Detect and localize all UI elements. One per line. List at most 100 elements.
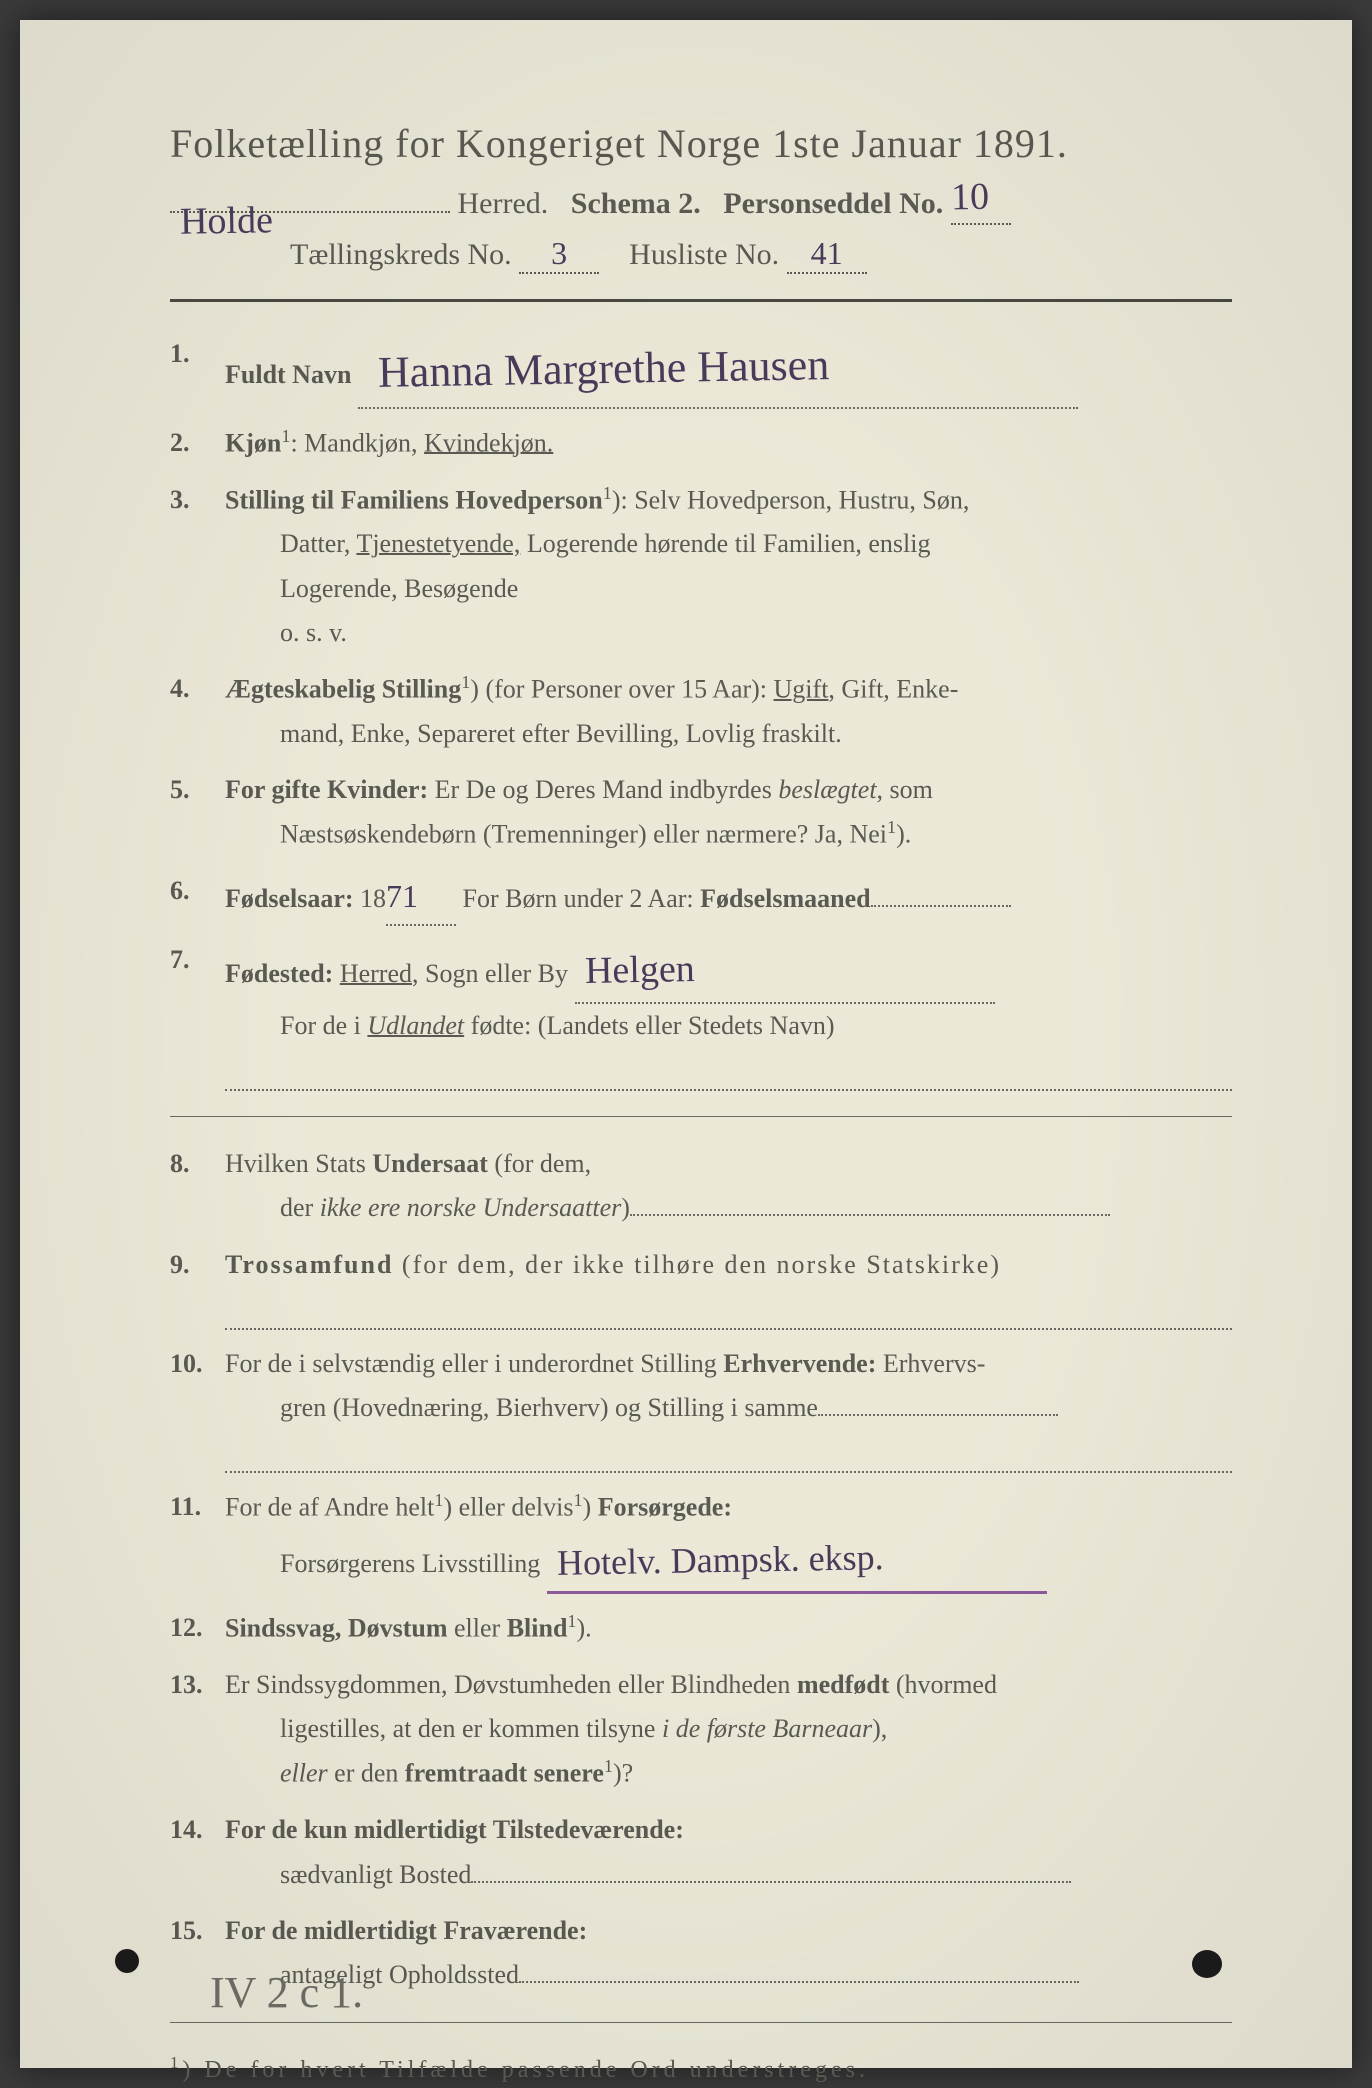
field-text: Er De og Deres Mand indbyrdes (428, 775, 778, 804)
field-text: sædvanligt Bosted (280, 1860, 471, 1889)
field-text: ) eller delvis (443, 1493, 573, 1522)
row-10: 10. For de i selvstændig eller i underor… (170, 1342, 1232, 1473)
field-text: (for dem, (488, 1149, 591, 1178)
field-text: Logerende hørende til Familien, enslig (520, 529, 930, 558)
field-label: Kjøn (225, 428, 281, 457)
row-num: 11. (170, 1485, 225, 1594)
selected-option: Tjenestetyende, (356, 529, 520, 558)
footnote-ref: 1 (604, 1756, 613, 1776)
subheader-line-1: Holde Herred. Schema 2. Personseddel No.… (170, 179, 1232, 225)
row-content: Ægteskabelig Stilling1) (for Personer ov… (225, 667, 1232, 756)
field-text: eller (448, 1614, 507, 1643)
footnote-ref: 1 (603, 483, 612, 503)
field-label: Fødselsmaaned (700, 884, 870, 913)
dotted-blank-line (225, 1052, 1232, 1091)
footnote-ref: 1 (887, 817, 896, 837)
personseddel-label: Personseddel No. (723, 187, 943, 220)
field-text: o. s. v. (280, 618, 347, 647)
field-text: : Mandkjøn, (290, 428, 424, 457)
field-text: For de af Andre helt (225, 1493, 434, 1522)
name-handwritten: Hanna Margrethe Hausen (377, 328, 829, 411)
row-num: 2. (170, 421, 225, 466)
year-prefix: 18 (354, 884, 387, 913)
footnote-marker: 1 (170, 2053, 182, 2072)
row-3: 3. Stilling til Familiens Hovedperson1):… (170, 478, 1232, 655)
row-content: Trossamfund (for dem, der ikke tilhøre d… (225, 1243, 1232, 1330)
row-2: 2. Kjøn1: Mandkjøn, Kvindekjøn. (170, 421, 1232, 466)
field-text: , som (877, 775, 933, 804)
field-label: Fuldt Navn (225, 360, 351, 389)
row-content: For de i selvstændig eller i underordnet… (225, 1342, 1232, 1473)
field-text: Næstsøskendebørn (Tremenninger) eller næ… (280, 820, 887, 849)
row-8: 8. Hvilken Stats Undersaat (for dem, der… (170, 1142, 1232, 1230)
divider-top (170, 299, 1232, 302)
row-7: 7. Fødested: Herred, Sogn eller By Helge… (170, 938, 1232, 1092)
divider-mid-1 (170, 1116, 1232, 1117)
bottom-handwritten-mark: IV 2 c 1. (210, 1967, 363, 2018)
field-bold: Blind (507, 1614, 568, 1643)
row-num: 13. (170, 1663, 225, 1796)
field-label: For de midlertidigt Fraværende: (225, 1916, 587, 1945)
selected-option: Kvindekjøn. (424, 428, 553, 457)
footnote-ref: 1 (573, 1490, 582, 1510)
row-13: 13. Er Sindssygdommen, Døvstumheden elle… (170, 1663, 1232, 1796)
field-bold: Erhvervende: (723, 1349, 876, 1378)
herred-handwritten: Holde (180, 198, 274, 244)
husliste-no: 41 (811, 235, 843, 271)
field-italic: i de første Barneaar (662, 1714, 872, 1743)
field-text: er den (328, 1759, 405, 1788)
ink-blot-icon (115, 1949, 139, 1973)
field-text: ) (583, 1493, 598, 1522)
field-italic: Udlandet (367, 1011, 464, 1040)
herred-label: Herred. (458, 187, 549, 220)
field-italic: eller (280, 1759, 328, 1788)
row-6: 6. Fødselsaar: 1871 For Børn under 2 Aar… (170, 869, 1232, 925)
footnote: 1) De for hvert Tilfælde passende Ord un… (170, 2053, 1232, 2084)
field-text: ), (872, 1714, 887, 1743)
row-content: Sindssvag, Døvstum eller Blind1). (225, 1606, 1232, 1651)
footnote-text: ) De for hvert Tilfælde passende Ord und… (182, 2057, 869, 2083)
field-text: Hvilken Stats (225, 1149, 372, 1178)
field-text: (hvormed (889, 1670, 997, 1699)
divider-bottom (170, 2022, 1232, 2023)
row-content: Stilling til Familiens Hovedperson1): Se… (225, 478, 1232, 655)
row-content: For de midlertidigt Fraværende: antageli… (225, 1909, 1232, 1997)
row-content: Er Sindssygdommen, Døvstumheden eller Bl… (225, 1663, 1232, 1796)
selected-option: Herred (340, 959, 412, 988)
row-content: For de af Andre helt1) eller delvis1) Fo… (225, 1485, 1232, 1594)
field-text: (for dem, der ikke tilhøre den norske St… (393, 1250, 1001, 1279)
row-num: 6. (170, 869, 225, 925)
row-num: 3. (170, 478, 225, 655)
field-text: For de i (280, 1011, 367, 1040)
personseddel-no: 10 (950, 175, 989, 220)
field-text: Er Sindssygdommen, Døvstumheden eller Bl… (225, 1670, 797, 1699)
field-label: Fødested: (225, 959, 333, 988)
form-header: Folketælling for Kongeriget Norge 1ste J… (170, 120, 1232, 274)
census-form-page: Folketælling for Kongeriget Norge 1ste J… (20, 20, 1352, 2068)
row-4: 4. Ægteskabelig Stilling1) (for Personer… (170, 667, 1232, 756)
row-num: 14. (170, 1808, 225, 1896)
row-5: 5. For gifte Kvinder: Er De og Deres Man… (170, 768, 1232, 857)
field-text: mand, Enke, Separeret efter Bevilling, L… (280, 719, 842, 748)
field-label: Trossamfund (225, 1250, 393, 1279)
row-content: Kjøn1: Mandkjøn, Kvindekjøn. (225, 421, 1232, 466)
kreds-label: Tællingskreds No. (290, 238, 512, 271)
row-num: 4. (170, 667, 225, 756)
dotted-blank-line (225, 1291, 1232, 1330)
row-11: 11. For de af Andre helt1) eller delvis1… (170, 1485, 1232, 1594)
field-text: fødte: (Landets eller Stedets Navn) (464, 1011, 834, 1040)
field-text: ligestilles, at den er kommen tilsyne (280, 1714, 662, 1743)
field-text: For Børn under 2 Aar: (456, 884, 700, 913)
field-text: , Gift, Enke- (828, 675, 958, 704)
field-label: Sindssvag, Døvstum (225, 1614, 448, 1643)
field-text: der (280, 1193, 320, 1222)
birthplace-handwritten: Helgen (584, 937, 695, 1003)
row-num: 12. (170, 1606, 225, 1651)
field-label: Stilling til Familiens Hovedperson (225, 485, 603, 514)
row-14: 14. For de kun midlertidigt Tilstedevære… (170, 1808, 1232, 1896)
row-12: 12. Sindssvag, Døvstum eller Blind1). (170, 1606, 1232, 1651)
selected-option: Ugift (774, 675, 829, 704)
field-bold: Forsørgede: (598, 1493, 732, 1522)
row-content: Fødselsaar: 1871 For Børn under 2 Aar: F… (225, 869, 1232, 925)
field-label: For de kun midlertidigt Tilstedeværende: (225, 1815, 684, 1844)
